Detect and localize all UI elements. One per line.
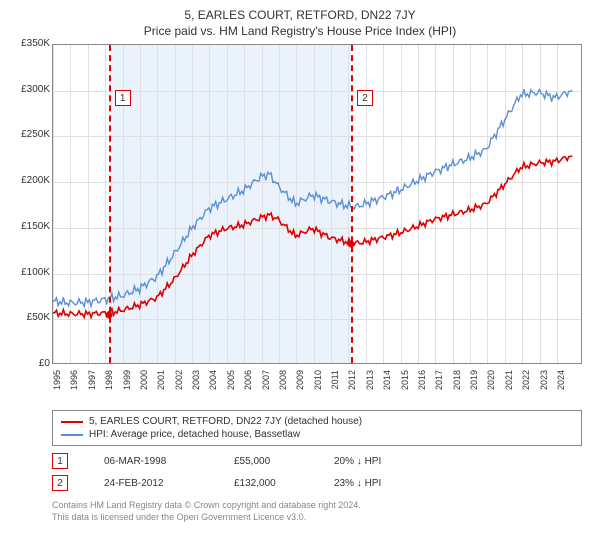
marker-label: 2 (357, 90, 373, 106)
x-tick-label: 2007 (261, 370, 273, 400)
legend-item: 5, EARLES COURT, RETFORD, DN22 7JY (deta… (61, 415, 573, 428)
sale-date: 24-FEB-2012 (104, 478, 204, 489)
x-tick-label: 2020 (486, 370, 498, 400)
sale-marker: 2 (52, 475, 68, 491)
x-tick-label: 2006 (243, 370, 255, 400)
x-tick-label: 2004 (208, 370, 220, 400)
page-title: 5, EARLES COURT, RETFORD, DN22 7JY (12, 8, 588, 22)
x-tick-label: 2009 (295, 370, 307, 400)
x-tick-label: 2015 (400, 370, 412, 400)
line-series (53, 45, 581, 363)
y-tick-label: £0 (12, 358, 50, 369)
marker-line (351, 45, 353, 363)
x-tick-label: 2022 (521, 370, 533, 400)
x-tick-label: 2010 (313, 370, 325, 400)
y-tick-label: £50K (12, 312, 50, 323)
x-tick-label: 2013 (365, 370, 377, 400)
sale-dot (105, 311, 112, 318)
sale-dot (348, 241, 355, 248)
sale-marker: 1 (52, 453, 68, 469)
series-hpi (53, 89, 572, 306)
legend-swatch (61, 434, 83, 436)
x-tick-label: 2021 (504, 370, 516, 400)
x-tick-label: 2016 (417, 370, 429, 400)
y-tick-label: £150K (12, 221, 50, 232)
page-subtitle: Price paid vs. HM Land Registry's House … (12, 24, 588, 38)
x-tick-label: 1998 (104, 370, 116, 400)
x-tick-label: 2003 (191, 370, 203, 400)
x-tick-label: 2008 (278, 370, 290, 400)
x-tick-label: 1999 (122, 370, 134, 400)
x-tick-label: 2023 (539, 370, 551, 400)
x-tick-label: 2014 (382, 370, 394, 400)
sale-date: 06-MAR-1998 (104, 456, 204, 467)
x-tick-label: 2012 (347, 370, 359, 400)
legend-label: 5, EARLES COURT, RETFORD, DN22 7JY (deta… (89, 416, 362, 427)
x-tick-label: 2011 (330, 370, 342, 400)
legend: 5, EARLES COURT, RETFORD, DN22 7JY (deta… (52, 410, 582, 446)
footer-line: Contains HM Land Registry data © Crown c… (52, 500, 582, 512)
sale-price: £132,000 (234, 478, 304, 489)
sale-diff: 20% ↓ HPI (334, 456, 414, 467)
sale-row: 2 24-FEB-2012 £132,000 23% ↓ HPI (52, 472, 582, 494)
x-tick-label: 2001 (156, 370, 168, 400)
x-tick-label: 2018 (452, 370, 464, 400)
y-tick-label: £350K (12, 38, 50, 49)
sales-table: 1 06-MAR-1998 £55,000 20% ↓ HPI 2 24-FEB… (52, 450, 582, 494)
sale-diff: 23% ↓ HPI (334, 478, 414, 489)
chart: £0£50K£100K£150K£200K£250K£300K£350K 12 … (12, 44, 588, 404)
y-tick-label: £300K (12, 84, 50, 95)
plot-area: 12 (52, 44, 582, 364)
y-tick-label: £100K (12, 267, 50, 278)
y-tick-label: £250K (12, 129, 50, 140)
legend-item: HPI: Average price, detached house, Bass… (61, 428, 573, 441)
x-tick-label: 2017 (434, 370, 446, 400)
x-tick-label: 2005 (226, 370, 238, 400)
x-tick-label: 2000 (139, 370, 151, 400)
legend-label: HPI: Average price, detached house, Bass… (89, 429, 300, 440)
x-tick-label: 2019 (469, 370, 481, 400)
legend-swatch (61, 421, 83, 423)
sale-price: £55,000 (234, 456, 304, 467)
sale-row: 1 06-MAR-1998 £55,000 20% ↓ HPI (52, 450, 582, 472)
marker-label: 1 (115, 90, 131, 106)
footer-line: This data is licensed under the Open Gov… (52, 512, 582, 524)
x-tick-label: 2024 (556, 370, 568, 400)
x-tick-label: 1996 (69, 370, 81, 400)
x-tick-label: 1995 (52, 370, 64, 400)
x-tick-label: 1997 (87, 370, 99, 400)
x-tick-label: 2002 (174, 370, 186, 400)
footer: Contains HM Land Registry data © Crown c… (52, 500, 582, 523)
y-tick-label: £200K (12, 175, 50, 186)
